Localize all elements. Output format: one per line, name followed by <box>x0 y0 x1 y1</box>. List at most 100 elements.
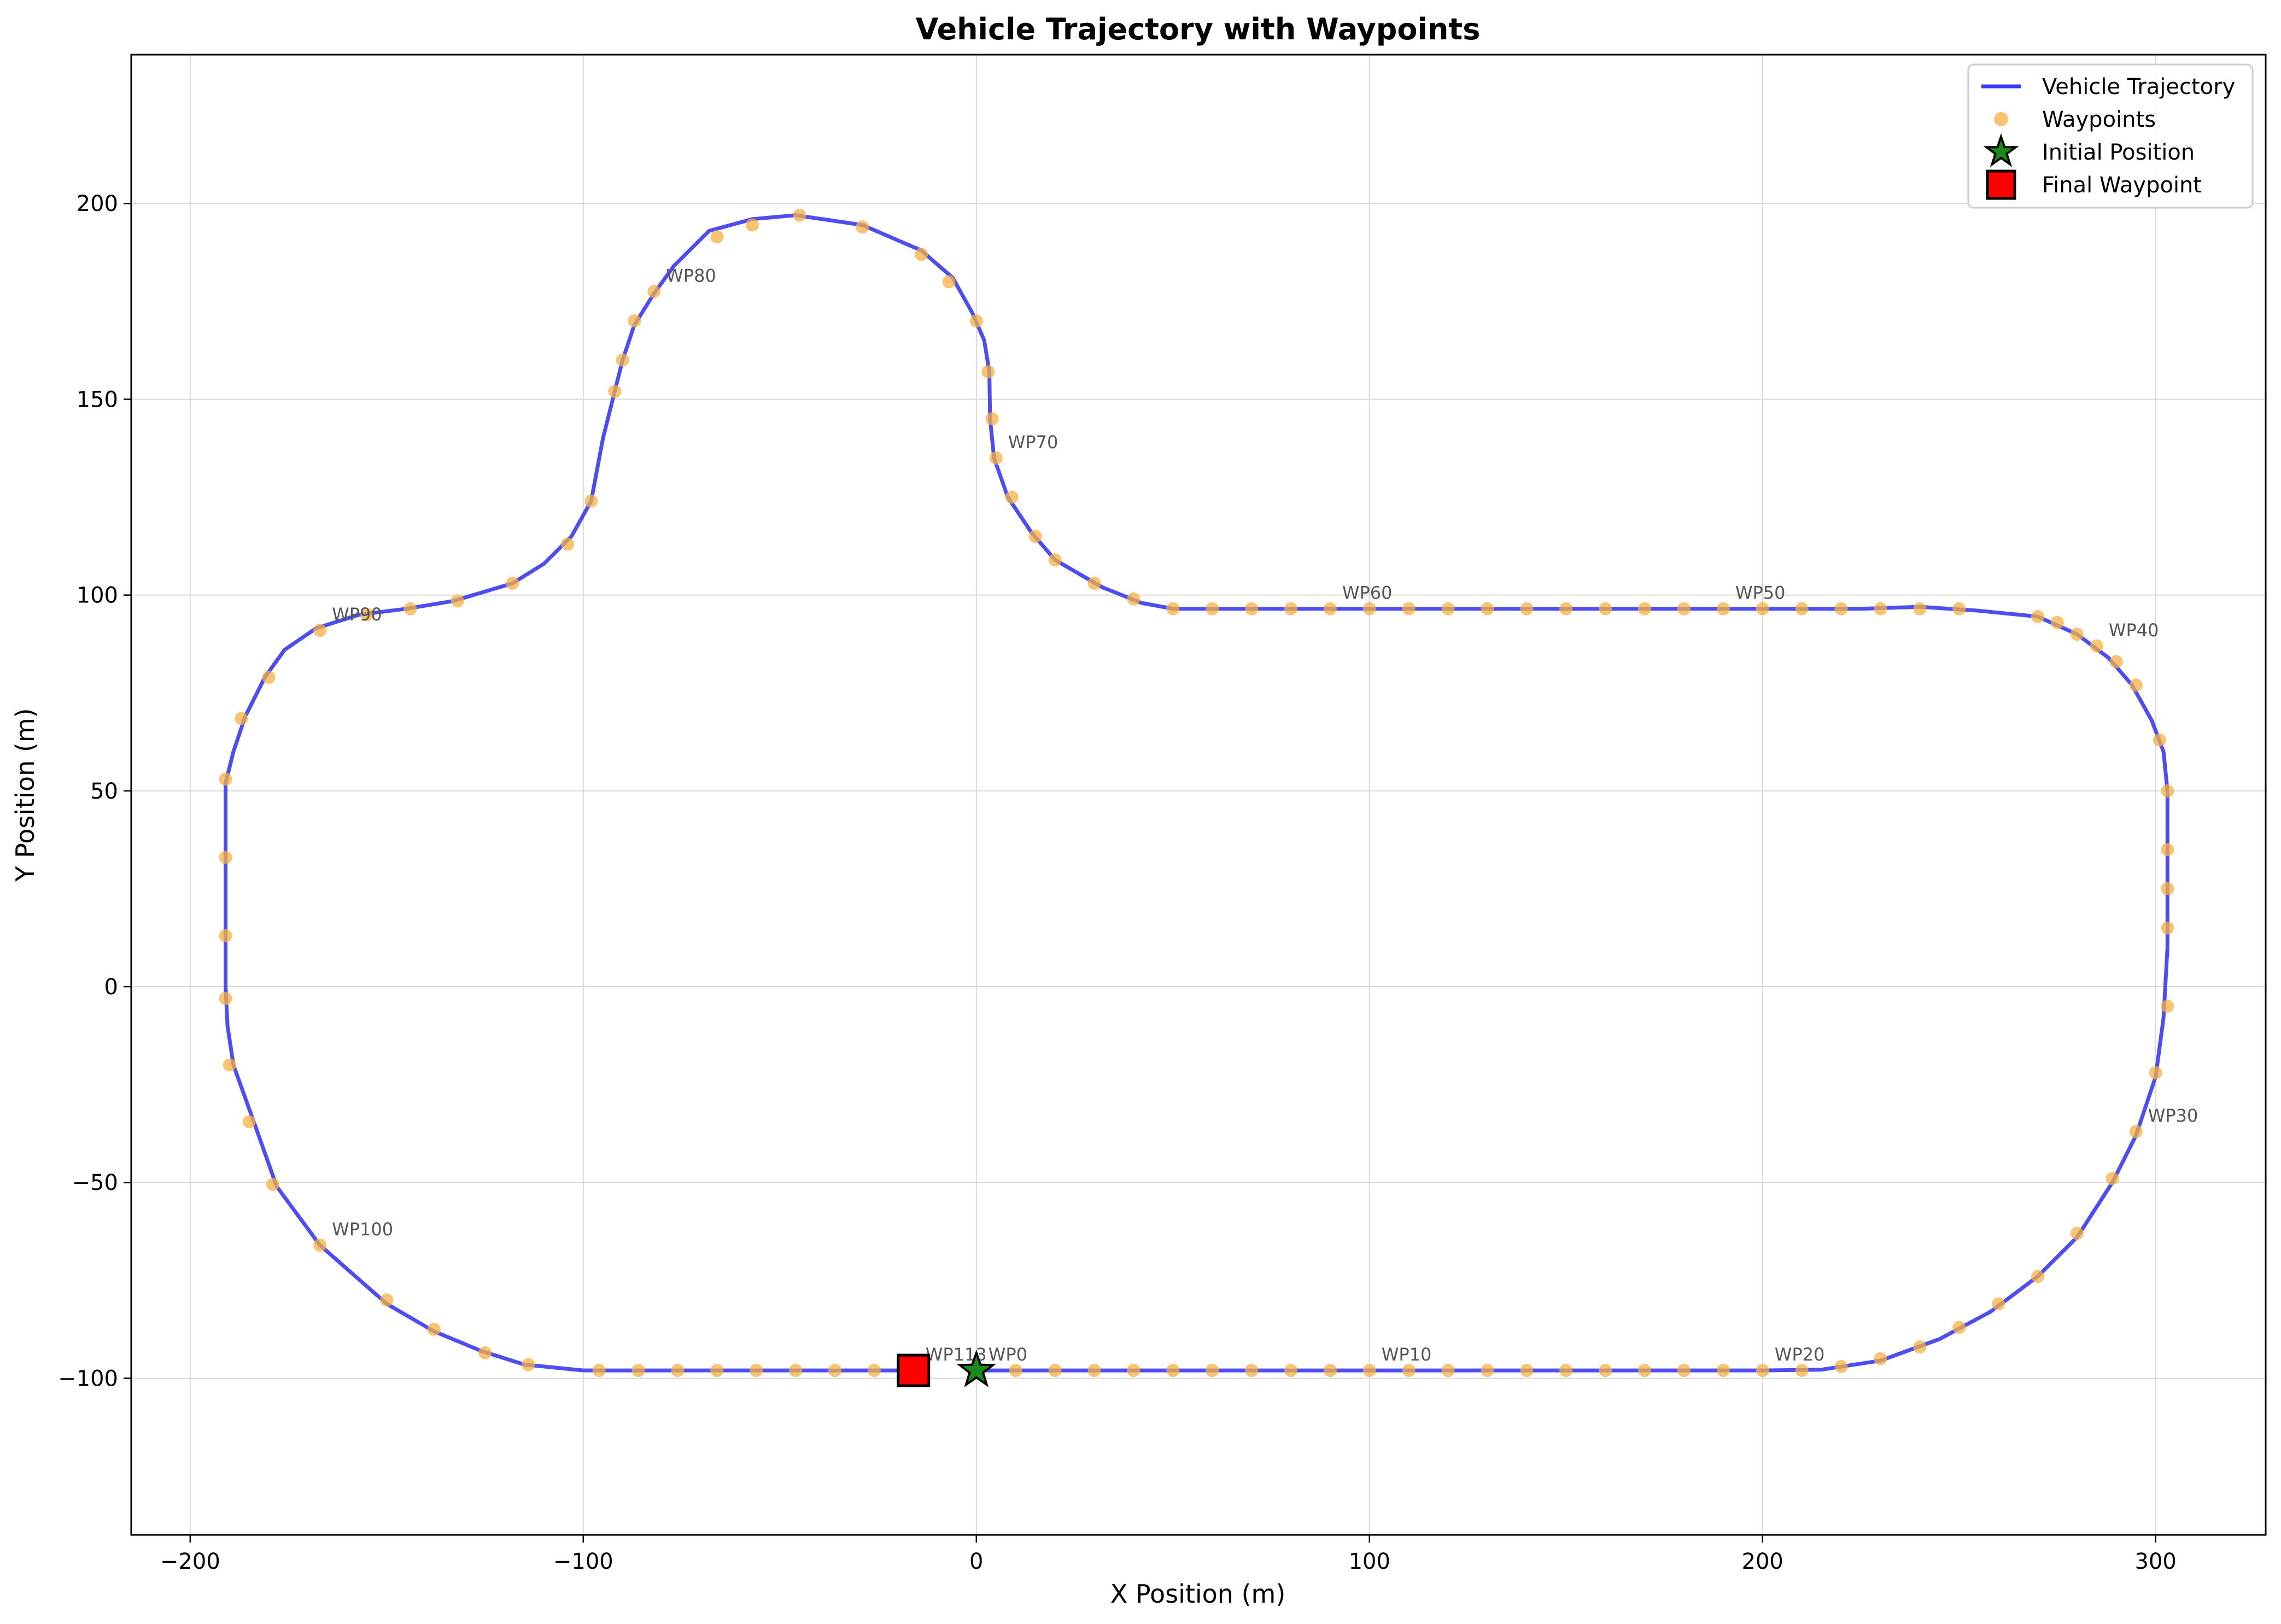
waypoint-point <box>427 1322 441 1336</box>
waypoint-label: WP70 <box>1008 432 1058 453</box>
y-tick-label: −100 <box>58 1366 118 1391</box>
waypoint-point <box>266 1177 279 1191</box>
waypoint-point <box>969 314 983 328</box>
waypoint-point <box>235 712 248 725</box>
waypoint-point <box>2129 1125 2143 1139</box>
waypoint-point <box>989 451 1003 465</box>
waypoint-point <box>1677 1364 1691 1377</box>
waypoint-point <box>1559 1364 1573 1377</box>
waypoint-point <box>561 537 575 551</box>
waypoint-point <box>1441 1364 1455 1377</box>
waypoint-point <box>1716 602 1730 615</box>
waypoint-label: WP20 <box>1775 1344 1825 1365</box>
waypoint-label: WP90 <box>332 604 382 625</box>
waypoint-point <box>2149 1066 2162 1080</box>
waypoint-point <box>1127 592 1140 606</box>
waypoint-point <box>750 1364 763 1377</box>
waypoint-point <box>2031 1270 2044 1283</box>
waypoint-point <box>1206 602 1219 615</box>
waypoint-point <box>522 1358 535 1371</box>
waypoint-point <box>2161 921 2174 935</box>
y-tick-label: −50 <box>72 1170 118 1195</box>
waypoint-label: WP80 <box>666 265 716 286</box>
waypoint-label: WP100 <box>332 1219 393 1240</box>
x-tick-label: −200 <box>160 1549 220 1574</box>
waypoint-point <box>1559 602 1573 615</box>
waypoint-point <box>1992 1297 2005 1311</box>
x-tick-label: 100 <box>1349 1549 1390 1574</box>
waypoint-point <box>1087 1364 1101 1377</box>
waypoint-point <box>1166 1364 1180 1377</box>
legend-label: Waypoints <box>2042 107 2156 132</box>
waypoint-point <box>1834 1359 1848 1373</box>
waypoint-point <box>2153 733 2166 747</box>
legend-label: Initial Position <box>2042 140 2195 165</box>
x-axis: −200 −100 0 100 200 300 <box>160 1535 2177 1574</box>
x-tick-label: 0 <box>969 1549 983 1574</box>
waypoint-point <box>1009 1364 1022 1377</box>
waypoint-point <box>2070 1227 2084 1240</box>
waypoint-point <box>2031 610 2044 624</box>
legend-label: Vehicle Trajectory <box>2042 74 2235 99</box>
waypoint-point <box>1874 602 1887 615</box>
legend: Vehicle Trajectory Waypoints Initial Posit… <box>1967 63 2254 209</box>
waypoint-point <box>793 208 806 222</box>
waypoint-point <box>1756 1364 1769 1377</box>
waypoint-point <box>628 314 641 328</box>
waypoint-point <box>1795 602 1809 615</box>
initial-position-marker <box>956 1350 996 1387</box>
waypoint-point <box>2070 628 2084 641</box>
waypoint-point <box>1402 602 1416 615</box>
x-tick-label: 200 <box>1742 1549 1783 1574</box>
y-tick-label: 200 <box>77 191 118 216</box>
waypoint-point <box>1005 490 1019 504</box>
waypoint-point <box>451 594 464 608</box>
waypoint-point <box>915 248 928 261</box>
legend-star-swatch <box>1983 133 2019 167</box>
waypoint-point <box>2105 1172 2119 1186</box>
waypoint-point <box>1638 602 1652 615</box>
y-axis-label: Y Position (m) <box>10 708 40 882</box>
waypoint-label: WP50 <box>1735 583 1786 603</box>
chart-title: Vehicle Trajectory with Waypoints <box>916 12 1481 46</box>
y-tick-label: 50 <box>90 779 118 804</box>
grid <box>131 55 2266 1535</box>
waypoint-point <box>1952 602 1966 615</box>
y-axis: −100 −50 0 50 100 150 200 <box>58 191 131 1391</box>
waypoint-point <box>219 992 232 1005</box>
waypoint-point <box>1952 1321 1966 1334</box>
waypoint-point <box>1323 602 1337 615</box>
waypoint-point <box>710 230 724 244</box>
x-tick-label: 300 <box>2135 1549 2177 1574</box>
waypoint-point <box>1481 1364 1494 1377</box>
y-tick-label: 0 <box>104 975 118 1000</box>
x-tick-label: −100 <box>553 1549 613 1574</box>
waypoint-point <box>608 385 622 398</box>
waypoint-point <box>2129 678 2143 692</box>
waypoint-point <box>313 624 327 637</box>
waypoint-point <box>1284 602 1297 615</box>
trajectory-layer <box>224 213 2169 1373</box>
waypoint-point <box>219 929 232 942</box>
y-tick-label: 150 <box>77 387 118 412</box>
waypoint-point <box>1127 1364 1140 1377</box>
waypoint-label: WP30 <box>2148 1105 2198 1126</box>
trajectory-line <box>224 213 2169 1373</box>
waypoint-point <box>262 671 276 684</box>
waypoint-point <box>506 577 519 590</box>
waypoint-point <box>1245 602 1259 615</box>
waypoint-point <box>671 1364 685 1377</box>
waypoint-point <box>1638 1364 1652 1377</box>
marker-layer <box>897 1350 996 1387</box>
waypoint-point <box>1716 1364 1730 1377</box>
waypoint-point <box>1834 602 1848 615</box>
waypoint-point <box>2161 999 2174 1013</box>
waypoint-point <box>1520 602 1534 615</box>
waypoint-point <box>1362 602 1376 615</box>
waypoint-point <box>1245 1364 1259 1377</box>
waypoint-point <box>856 220 869 234</box>
waypoint-point <box>1284 1364 1297 1377</box>
waypoint-point <box>1520 1364 1534 1377</box>
